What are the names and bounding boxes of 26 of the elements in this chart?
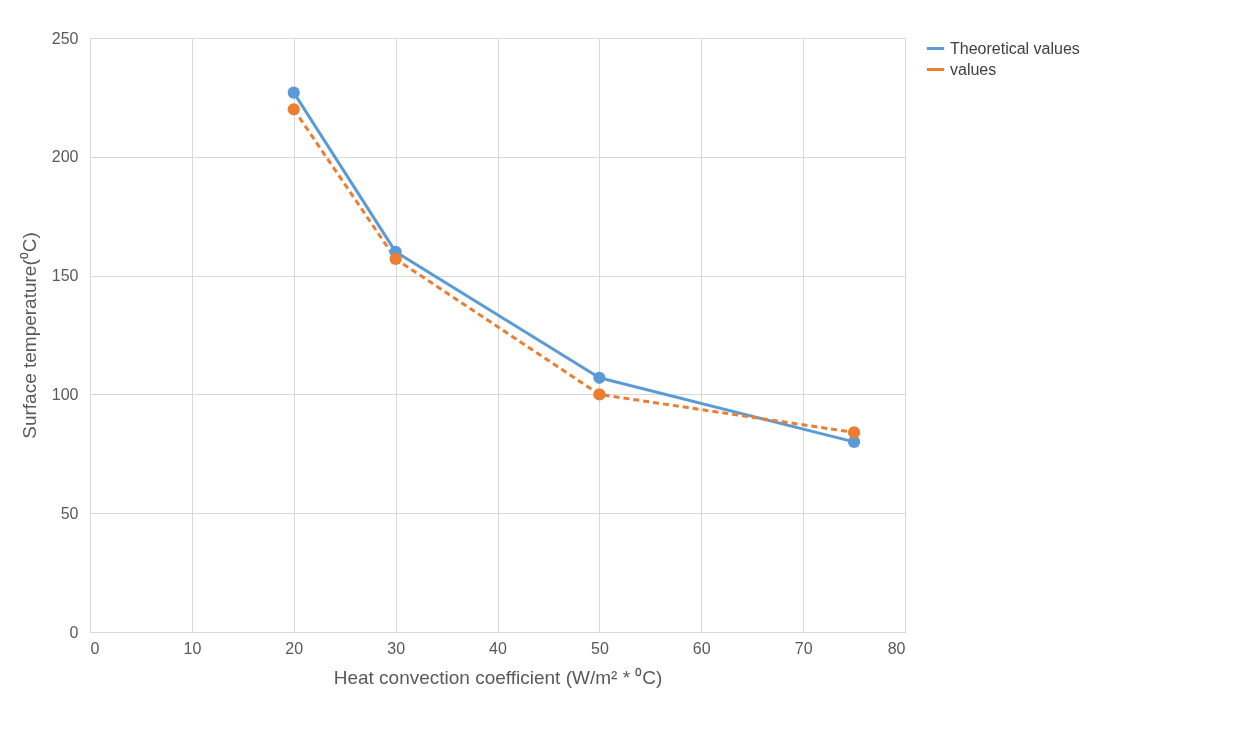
y-tick-label: 100 (51, 385, 79, 403)
x-tick-label: 0 (90, 639, 100, 657)
x-tick-label: 50 (590, 639, 609, 657)
y-tick-label: 0 (69, 623, 79, 641)
x-tick-label: 30 (387, 639, 406, 657)
x-axis-title: Heat convection coefficient (W/m² * ⁰C) (333, 666, 663, 688)
y-tick-label: 200 (51, 148, 79, 166)
legend-label: values (950, 60, 997, 78)
point (593, 371, 606, 384)
y-tick-label: 50 (60, 504, 79, 522)
point (847, 426, 861, 439)
x-tick-label: 10 (183, 639, 202, 657)
y-tick-label: 150 (51, 267, 79, 285)
x-tick-label: 40 (489, 639, 507, 657)
point (593, 388, 606, 401)
x-tick-label: 80 (887, 639, 906, 657)
legend-label: Theoretical values (950, 39, 1080, 57)
point (287, 86, 300, 99)
point (287, 103, 300, 116)
x-tick-label: 70 (794, 639, 813, 657)
point (389, 252, 402, 266)
x-tick-label: 60 (692, 639, 711, 657)
y-axis-title: Surface temperature(⁰C) (18, 232, 40, 439)
point (847, 435, 861, 449)
y-tick-label: 250 (51, 29, 79, 47)
x-tick-label: 20 (285, 639, 304, 657)
